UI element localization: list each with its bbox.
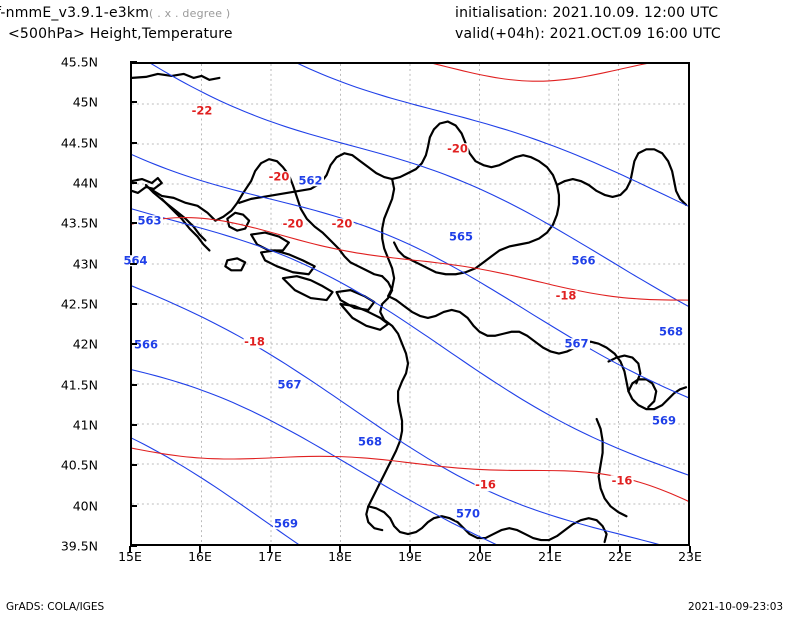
temperature-contours	[132, 64, 688, 502]
y-axis-tick-label: 43.5N	[60, 215, 98, 231]
level-field-label: <500hPa> Height,Temperature	[8, 26, 233, 42]
y-axis-tick-label: 40.5N	[60, 457, 98, 473]
temperature-contour-line	[132, 217, 688, 301]
y-axis-tick-mark	[130, 383, 137, 386]
valid-time-label: valid(+04h): 2021.OCT.09 16:00 UTC	[455, 26, 721, 42]
temperature-contour-line	[132, 447, 688, 502]
x-axis-tick-label: 19E	[398, 549, 422, 564]
x-axis-tick-mark	[479, 546, 481, 553]
model-name-text: f-nmmE_v3.9.1-e3km	[0, 5, 150, 21]
x-axis-tick-label: 18E	[328, 549, 352, 564]
y-axis-tick-label: 39.5N	[60, 538, 98, 554]
y-axis-tick-label: 41N	[72, 417, 98, 433]
x-axis-tick-label: 20E	[468, 549, 492, 564]
x-axis-tick-label: 21E	[538, 549, 562, 564]
x-axis-tick-label: 23E	[678, 549, 702, 564]
y-axis-tick-label: 45N	[72, 94, 98, 110]
x-axis-tick-mark	[549, 546, 551, 553]
x-axis-tick-mark	[129, 546, 131, 553]
initialisation-label: initialisation: 2021.10.09. 12:00 UTC	[455, 5, 719, 21]
y-axis-tick-label: 45.5N	[60, 54, 98, 70]
height-contour-line	[150, 64, 688, 307]
footer-credit: GrADS: COLA/IGES	[6, 601, 105, 613]
y-axis-tick-label: 42.5N	[60, 296, 98, 312]
height-contour-line	[132, 154, 688, 399]
y-axis-tick-mark	[130, 61, 137, 63]
contour-map-plot[interactable]: 562 563 564 565 566 566 567 567 568 568 569 569 570-…	[122, 62, 690, 546]
y-axis-tick-mark	[130, 504, 137, 507]
y-axis-tick-mark	[130, 424, 137, 426]
y-axis-tick-label: 43N	[72, 256, 98, 272]
height-contour-line	[132, 369, 497, 544]
x-axis-tick-mark	[689, 546, 691, 553]
x-axis-tick-mark	[339, 546, 341, 553]
temperature-contour-line	[433, 64, 647, 82]
y-axis-tick-mark	[130, 141, 137, 144]
model-name: f-nmmE_v3.9.1-e3km( . x . degree )	[0, 5, 230, 21]
coastline-borders	[132, 72, 688, 544]
x-axis-tick-mark	[269, 546, 271, 553]
y-axis-tick-label: 44.5N	[60, 135, 98, 151]
y-axis-tick-label: 40N	[72, 498, 98, 514]
height-contour-line	[132, 437, 299, 544]
x-axis-tick-mark	[199, 546, 201, 553]
height-contours	[132, 64, 688, 544]
x-axis-tick-label: 22E	[608, 549, 632, 564]
footer-timestamp: 2021-10-09-23:03	[688, 601, 784, 613]
x-axis-tick-label: 16E	[188, 549, 212, 564]
y-axis-tick-mark	[130, 303, 137, 305]
x-axis-tick-mark	[409, 546, 411, 553]
height-contour-line	[132, 208, 688, 476]
x-axis-tick-mark	[619, 546, 621, 553]
y-axis-tick-label: 44N	[72, 175, 98, 191]
gridlines	[132, 64, 688, 544]
height-contour-line	[132, 285, 660, 544]
y-axis-tick-label: 41.5N	[60, 377, 98, 393]
x-axis-tick-label: 15E	[118, 549, 142, 564]
y-axis-tick-mark	[130, 222, 137, 225]
y-axis-tick-mark	[130, 343, 137, 346]
y-axis-tick-mark	[130, 182, 137, 184]
y-axis-tick-mark	[130, 464, 137, 467]
y-axis-tick-mark	[130, 545, 137, 547]
y-axis-tick-mark	[130, 262, 137, 265]
x-axis-tick-label: 17E	[258, 549, 282, 564]
height-contour-line	[297, 64, 688, 207]
y-axis-tick-label: 42N	[72, 336, 98, 352]
model-resolution-note: ( . x . degree )	[149, 7, 231, 20]
y-axis-tick-mark	[130, 101, 137, 104]
